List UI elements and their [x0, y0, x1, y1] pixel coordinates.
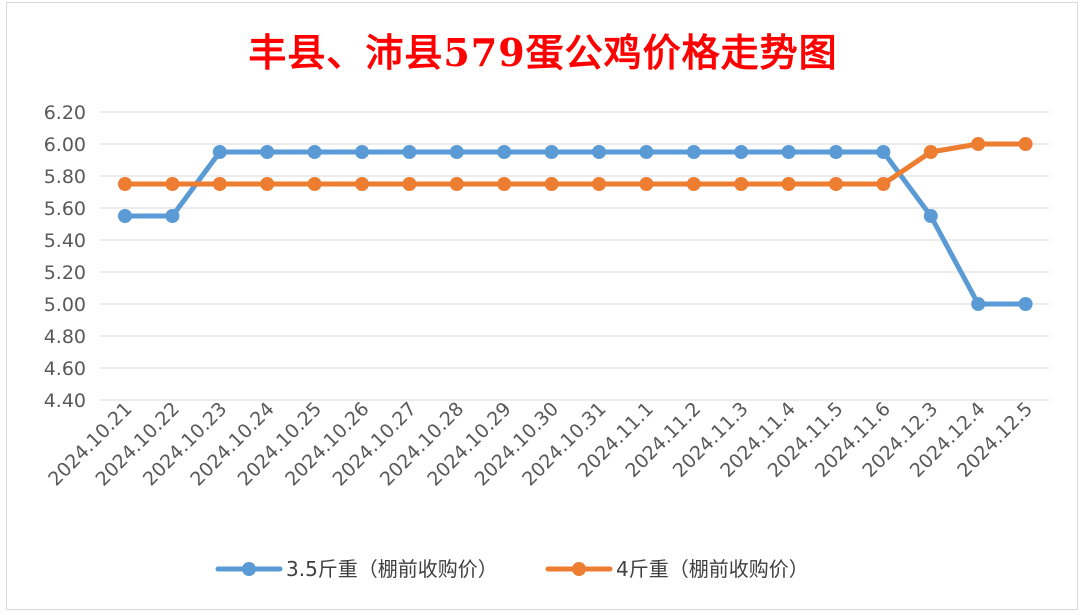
data-point-series-1: [212, 145, 227, 159]
data-point-series-1: [829, 145, 843, 159]
data-point-series-2: [876, 177, 891, 191]
data-point-series-2: [1018, 137, 1033, 151]
legend-marker-2: [572, 562, 586, 576]
data-point-series-1: [1018, 297, 1033, 311]
data-point-series-1: [497, 145, 512, 159]
chart-frame: [6, 2, 1078, 610]
data-point-series-2: [829, 177, 843, 191]
legend-label-1: 3.5斤重（棚前收购价）: [286, 557, 498, 581]
data-point-series-1: [307, 145, 322, 159]
data-point-series-1: [734, 145, 749, 159]
data-point-series-1: [923, 209, 938, 223]
data-point-series-2: [971, 137, 986, 151]
data-point-series-2: [734, 177, 749, 191]
data-point-series-2: [639, 177, 654, 191]
data-point-series-1: [592, 145, 606, 159]
series-line-1: [122, 149, 1029, 307]
series-line-2: [122, 141, 1029, 187]
data-point-series-1: [639, 145, 654, 159]
y-tick-label: 5.80: [44, 166, 86, 188]
legend-marker-1: [242, 562, 256, 576]
y-tick-label: 5.40: [44, 230, 86, 252]
data-point-series-2: [402, 177, 417, 191]
y-tick-label: 4.60: [44, 358, 86, 380]
chart-title: 丰县、沛县579蛋公鸡价格走势图: [248, 30, 838, 75]
y-tick-label: 5.60: [44, 198, 86, 220]
data-point-series-2: [544, 177, 559, 191]
y-tick-label: 4.80: [44, 326, 86, 348]
data-point-series-2: [260, 177, 275, 191]
data-point-series-2: [592, 177, 606, 191]
data-point-series-2: [497, 177, 512, 191]
data-point-series-1: [686, 145, 701, 159]
y-tick-label: 6.00: [44, 134, 86, 156]
data-point-series-1: [165, 209, 180, 223]
data-point-series-2: [212, 177, 227, 191]
data-point-series-2: [781, 177, 796, 191]
legend-label-2: 4斤重（棚前收购价）: [616, 557, 809, 581]
data-point-series-2: [686, 177, 701, 191]
data-point-series-1: [402, 145, 417, 159]
data-point-series-1: [355, 145, 369, 159]
data-point-series-1: [876, 145, 891, 159]
data-point-series-1: [260, 145, 275, 159]
data-point-series-1: [971, 297, 986, 311]
y-tick-label: 5.00: [44, 294, 86, 316]
data-point-series-2: [165, 177, 180, 191]
data-point-series-2: [923, 145, 938, 159]
data-point-series-2: [355, 177, 369, 191]
data-point-series-1: [449, 145, 464, 159]
y-tick-label: 4.40: [44, 390, 86, 412]
data-point-series-1: [781, 145, 796, 159]
data-point-series-1: [544, 145, 559, 159]
y-tick-label: 5.20: [44, 262, 86, 284]
data-point-series-2: [449, 177, 464, 191]
data-point-series-2: [307, 177, 322, 191]
data-point-series-2: [118, 177, 132, 191]
data-point-series-1: [118, 209, 132, 223]
y-tick-label: 6.20: [44, 102, 86, 124]
